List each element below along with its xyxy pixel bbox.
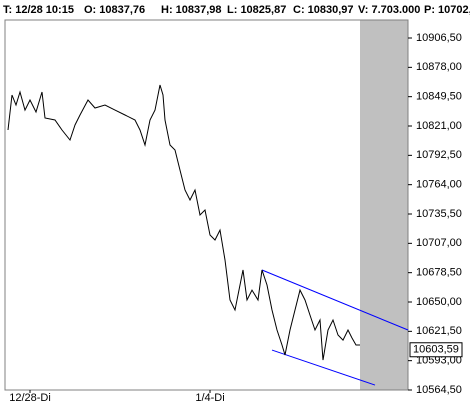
y-tick-label: 10621,50 (416, 325, 462, 337)
info-field: T: 12/28 10:15 (3, 4, 74, 16)
y-tick-label: 10735,50 (416, 208, 462, 220)
y-tick-label: 10678,50 (416, 267, 462, 279)
x-tick-label: 12/28-Di (9, 392, 51, 404)
info-field: V: 7.703.000 (358, 4, 420, 16)
y-tick-label: 10764,00 (416, 179, 462, 191)
y-tick-label: 10564,50 (416, 384, 462, 396)
info-field: P: 10702,8 (424, 4, 470, 16)
last-value-label: 10603,59 (413, 344, 459, 356)
info-field: O: 10837,76 (84, 4, 145, 16)
x-tick-label: 1/4-Di (195, 392, 224, 404)
y-tick-label: 10707,00 (416, 237, 462, 249)
trend-line (261, 269, 409, 331)
price-line (7, 84, 360, 361)
plot-frame (4, 19, 409, 391)
y-tick-label: 10821,00 (416, 120, 462, 132)
info-field: L: 10825,87 (227, 4, 286, 16)
y-tick-label: 10878,00 (416, 61, 462, 73)
last-value-box (409, 342, 463, 358)
y-tick-label: 10792,50 (416, 149, 462, 161)
info-field: H: 10837,98 (161, 4, 222, 16)
info-field: C: 10830,97 (293, 4, 354, 16)
y-tick-label: 10849,50 (416, 91, 462, 103)
y-tick-label: 10906,50 (416, 32, 462, 44)
y-tick-label: 10650,00 (416, 296, 462, 308)
trend-line (271, 349, 376, 386)
y-tick-label: 10593,00 (416, 355, 462, 367)
shaded-area (360, 20, 408, 390)
